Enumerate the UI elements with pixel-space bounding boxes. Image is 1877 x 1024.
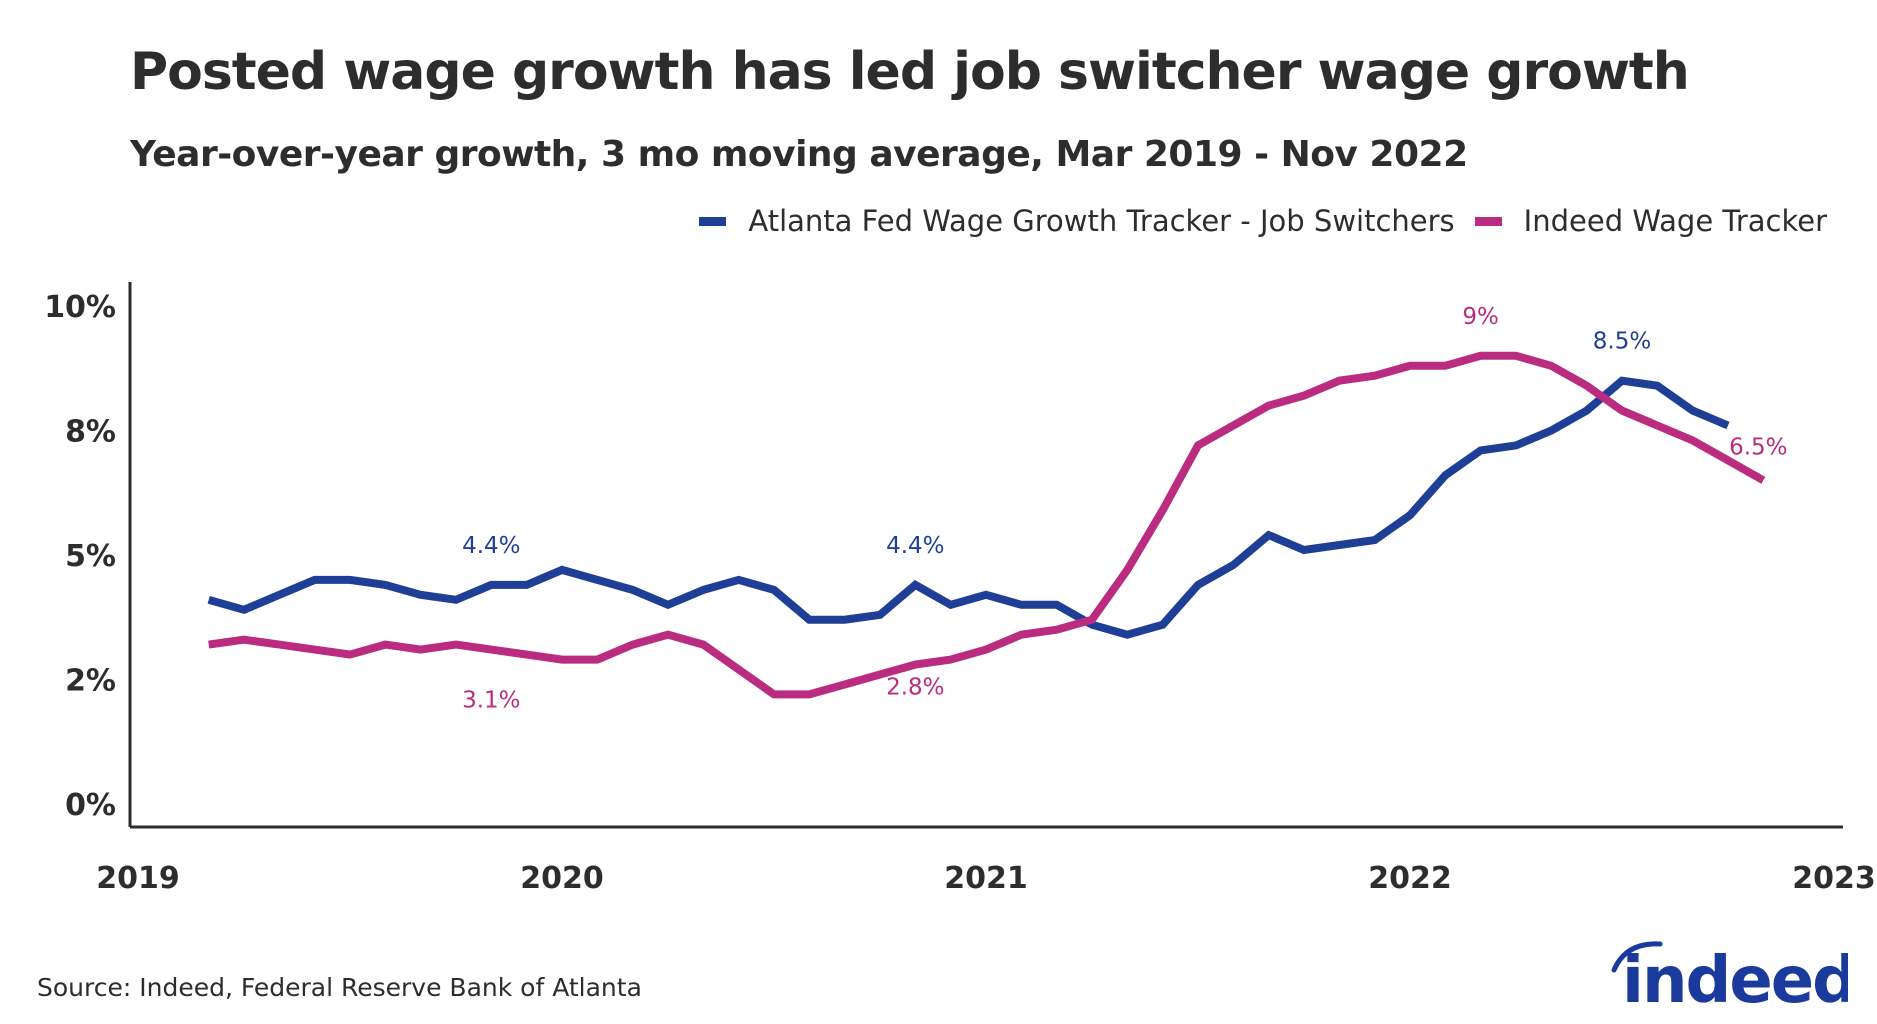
x-tick-label: 2023 bbox=[1792, 861, 1876, 896]
x-tick-label: 2022 bbox=[1368, 861, 1452, 896]
x-tick-label: 2019 bbox=[96, 861, 180, 896]
indeed-logo: indeed bbox=[1608, 936, 1858, 1018]
x-tick-label: 2020 bbox=[520, 861, 604, 896]
series-layer bbox=[207, 351, 1766, 699]
y-tick-label: 5% bbox=[65, 539, 116, 574]
series-line-atlanta_fed bbox=[207, 376, 1730, 639]
series-line-indeed bbox=[208, 351, 1766, 699]
y-tick-label: 8% bbox=[65, 415, 116, 450]
legend-swatch-indeed bbox=[1474, 216, 1502, 226]
chart-subtitle: Year-over-year growth, 3 mo moving avera… bbox=[130, 134, 1468, 175]
axes: 0% 2% 5% 8% 10% 2019 2020 2021 2022 2023 bbox=[44, 282, 1876, 896]
annotation-label: 4.4% bbox=[886, 533, 944, 559]
legend-label-atlanta-fed: Atlanta Fed Wage Growth Tracker - Job Sw… bbox=[748, 204, 1455, 238]
series-atlanta_fed bbox=[207, 376, 1730, 639]
annotation-label: 8.5% bbox=[1593, 329, 1651, 355]
annotations: 4.4% 3.1% 4.4% 2.8% 9% 8.5% 6.5% bbox=[462, 304, 1787, 714]
legend-item-atlanta-fed: Atlanta Fed Wage Growth Tracker - Job Sw… bbox=[699, 204, 1455, 238]
chart-legend: Atlanta Fed Wage Growth Tracker - Job Sw… bbox=[679, 204, 1827, 238]
indeed-logo-icon: indeed bbox=[1611, 941, 1858, 1018]
legend-item-indeed: Indeed Wage Tracker bbox=[1474, 204, 1827, 238]
annotation-label: 6.5% bbox=[1729, 434, 1787, 460]
logo-text: indeed bbox=[1622, 944, 1848, 1008]
y-tick-label: 10% bbox=[44, 290, 116, 325]
annotation-label: 3.1% bbox=[462, 688, 520, 714]
legend-swatch-atlanta-fed bbox=[699, 216, 727, 226]
source-note: Source: Indeed, Federal Reserve Bank of … bbox=[37, 973, 642, 1002]
y-tick-label: 2% bbox=[65, 664, 116, 699]
x-tick-label: 2021 bbox=[944, 861, 1028, 896]
annotation-label: 9% bbox=[1462, 304, 1499, 330]
annotation-label: 2.8% bbox=[886, 675, 944, 701]
line-chart: 0% 2% 5% 8% 10% 2019 2020 2021 2022 2023 4.4% 3.1%… bbox=[44, 282, 1876, 896]
annotation-label: 4.4% bbox=[462, 533, 520, 559]
series-indeed bbox=[208, 351, 1766, 699]
legend-label-indeed: Indeed Wage Tracker bbox=[1523, 204, 1827, 238]
y-tick-label: 0% bbox=[65, 788, 116, 823]
chart-title: Posted wage growth has led job switcher … bbox=[130, 42, 1690, 102]
